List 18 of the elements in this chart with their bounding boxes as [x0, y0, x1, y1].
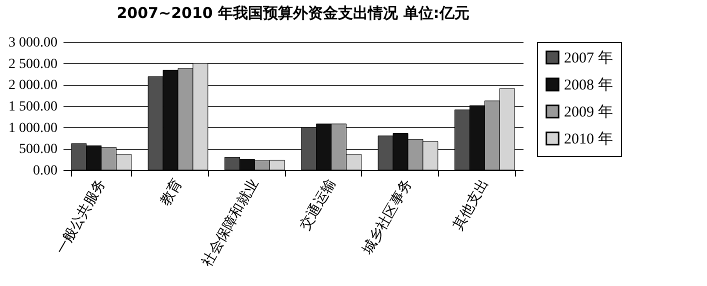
x-tick-label: 教育 [156, 176, 186, 209]
x-tick-label: 其他支出 [450, 176, 492, 233]
legend-label: 2007 年 [564, 50, 613, 66]
legend-label: 2008 年 [564, 76, 613, 94]
y-tick-label: 0.00 [33, 164, 58, 178]
y-tick-label: 3 000.00 [8, 36, 58, 50]
legend-label: 2010 年 [564, 130, 613, 148]
y-tick-label: 2 000.00 [8, 78, 58, 94]
x-tick-label: 一般公共服务 [52, 176, 109, 258]
y-tick-label: 500.00 [19, 142, 58, 158]
y-tick-label: 2 500.00 [8, 56, 58, 72]
x-tick-label: 社会保障和就业 [199, 176, 262, 270]
y-tick-label: 1 000.00 [8, 120, 58, 136]
x-tick-label: 城乡社区事务 [359, 176, 416, 258]
legend-label: 2009 年 [564, 104, 613, 120]
y-tick-label: 1 500.00 [8, 100, 58, 114]
chart-title: 2007~2010 年我国预算外资金支出情况 单位:亿元 [116, 4, 470, 22]
x-tick-label: 交通运输 [296, 176, 339, 233]
